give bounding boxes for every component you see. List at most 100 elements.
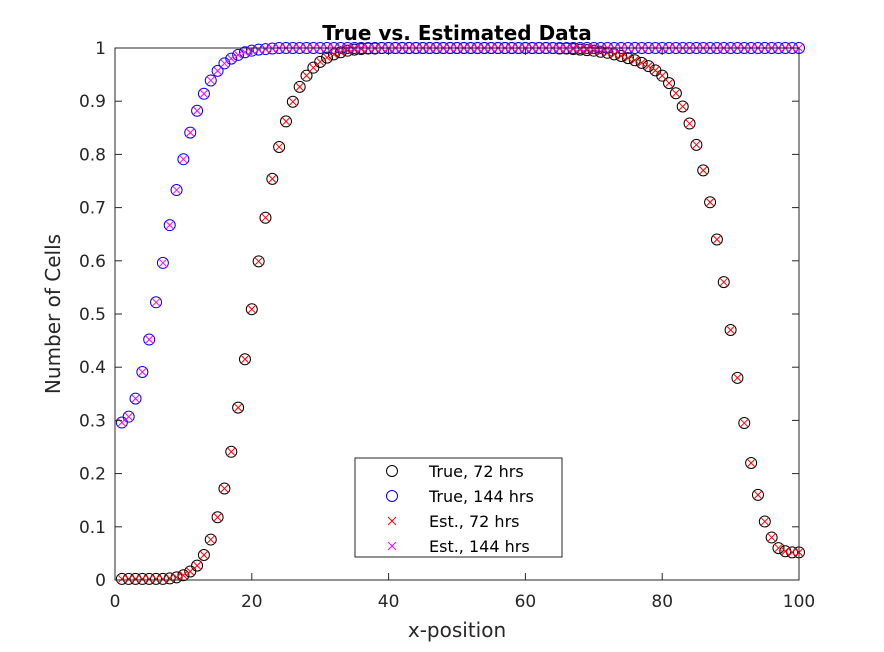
data-point-circle: [697, 164, 710, 177]
data-point-circle: [663, 77, 676, 90]
data-point-cross: [247, 304, 257, 314]
data-point-circle: [724, 323, 737, 336]
data-point-cross: [760, 517, 770, 526]
data-point-circle: [314, 55, 327, 68]
data-point-circle: [266, 42, 279, 55]
data-point-circle: [683, 117, 696, 130]
data-point-cross: [172, 185, 181, 195]
data-point-cross: [322, 53, 332, 62]
data-point-circle: [669, 87, 682, 100]
data-point-cross: [138, 367, 147, 377]
data-point-cross: [185, 567, 195, 576]
data-point-cross: [712, 235, 722, 244]
legend-marker-2: [387, 516, 397, 526]
data-point-circle: [704, 196, 717, 209]
data-point-circle: [252, 255, 265, 268]
data-point-cross: [336, 47, 346, 57]
data-point-cross: [664, 78, 674, 88]
data-point-circle: [280, 115, 292, 128]
data-point-circle: [204, 74, 217, 87]
data-point-circle: [642, 60, 655, 73]
data-point-cross: [226, 447, 236, 457]
data-point-circle: [177, 153, 190, 166]
data-point-cross: [158, 574, 168, 584]
legend-label-1: True, 144 hrs: [428, 487, 534, 506]
data-point-cross: [254, 256, 263, 266]
data-point-circle: [129, 392, 142, 405]
data-point-cross: [630, 55, 640, 65]
data-point-cross: [144, 574, 154, 584]
data-point-circle: [197, 548, 210, 561]
data-point-cross: [220, 484, 229, 493]
data-point-cross: [213, 512, 222, 522]
data-point-cross: [739, 418, 749, 428]
data-point-cross: [185, 128, 195, 137]
y-tick-label: 0.6: [79, 252, 106, 272]
data-point-cross: [192, 561, 202, 570]
data-point-circle: [676, 100, 689, 113]
data-point-circle: [218, 57, 231, 70]
data-point-circle: [115, 572, 128, 585]
data-point-cross: [151, 297, 161, 307]
data-point-cross: [623, 53, 633, 63]
y-tick-label: 0.7: [79, 199, 106, 219]
data-point-circle: [307, 61, 320, 74]
data-point-cross: [644, 61, 653, 71]
data-point-cross: [117, 574, 127, 584]
data-point-circle: [751, 488, 764, 501]
data-point-cross: [746, 458, 756, 468]
data-point-circle: [136, 572, 149, 585]
data-point-cross: [726, 325, 735, 335]
data-point-cross: [281, 117, 291, 126]
data-point-circle: [772, 542, 785, 555]
data-point-circle: [136, 365, 149, 378]
data-point-circle: [738, 417, 751, 430]
data-point-circle: [143, 333, 156, 346]
data-point-circle: [245, 303, 258, 316]
data-point-cross: [124, 412, 134, 422]
data-point-cross: [315, 57, 325, 67]
legend-marker-0: [386, 465, 398, 477]
y-tick-label: 0.1: [79, 518, 106, 538]
data-point-cross: [288, 97, 298, 107]
data-point-circle: [232, 401, 245, 414]
data-point-cross: [179, 570, 188, 580]
data-point-circle: [758, 515, 771, 528]
data-point-circle: [327, 48, 340, 61]
data-point-circle: [122, 572, 135, 585]
data-point-cross: [138, 574, 147, 584]
data-point-circle: [150, 572, 163, 585]
data-point-cross: [685, 119, 694, 128]
data-point-cross: [295, 82, 305, 92]
data-point-cross: [226, 54, 236, 63]
data-point-cross: [616, 51, 626, 61]
data-point-cross: [240, 354, 250, 364]
data-point-circle: [197, 87, 210, 100]
data-point-circle: [259, 43, 272, 56]
data-point-cross: [233, 50, 243, 60]
data-point-cross: [220, 59, 229, 68]
data-point-cross: [261, 44, 270, 54]
data-point-circle: [731, 371, 744, 384]
data-point-cross: [199, 89, 209, 99]
data-point-circle: [129, 572, 142, 585]
x-tick-label: 80: [651, 592, 673, 612]
data-point-cross: [651, 65, 660, 75]
data-point-circle: [321, 51, 334, 64]
data-point-circle: [122, 410, 135, 423]
axis-ticks: 0 20 40 60 80 100 0 0.1 0.2 0.3 0.4 0.5 0.6 0.7 0.8 0.9…: [79, 39, 815, 612]
data-point-circle: [211, 511, 224, 524]
data-point-circle: [218, 482, 231, 495]
data-point-circle: [656, 69, 669, 82]
data-point-circle: [273, 140, 286, 153]
data-point-circle: [717, 276, 730, 289]
data-point-cross: [671, 88, 681, 98]
data-point-circle: [628, 54, 641, 67]
y-tick-label: 0: [95, 571, 106, 591]
legend: True, 72 hrs True, 144 hrs Est., 72 hrs Est…: [354, 457, 563, 558]
data-point-cross: [719, 277, 729, 287]
y-tick-label: 0.2: [79, 465, 106, 485]
data-point-circle: [300, 69, 313, 82]
data-point-circle: [191, 104, 204, 117]
data-point-cross: [267, 44, 277, 53]
